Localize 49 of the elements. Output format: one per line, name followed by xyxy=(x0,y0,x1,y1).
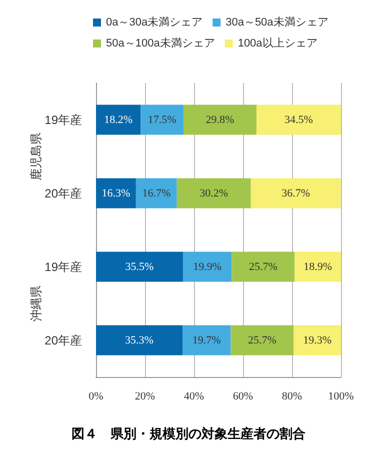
legend-label: 100a以上シェア xyxy=(238,36,318,50)
bar xyxy=(182,325,231,356)
data-label: 30.2% xyxy=(200,187,228,200)
x-tick-label: 100% xyxy=(328,390,354,402)
legend-label: 50a～100a未満シェア xyxy=(106,36,215,50)
bar xyxy=(96,325,182,356)
data-label: 18.9% xyxy=(304,260,332,273)
x-tick-label: 0% xyxy=(88,390,104,402)
bar xyxy=(232,252,295,282)
data-label: 19.3% xyxy=(303,334,332,346)
data-label: 35.3% xyxy=(125,334,154,346)
bar xyxy=(96,104,141,135)
data-label: 25.7% xyxy=(249,260,278,273)
data-label: 35.5% xyxy=(125,260,154,273)
x-tick-label: 60% xyxy=(232,390,254,402)
bar xyxy=(294,325,341,356)
bar xyxy=(294,252,341,282)
bar xyxy=(96,252,183,282)
data-label: 19.7% xyxy=(192,334,221,346)
data-label: 34.5% xyxy=(284,114,313,126)
bar xyxy=(256,104,341,135)
x-tick-label: 80% xyxy=(282,390,302,402)
bar xyxy=(250,178,341,208)
legend-label: 0a～30a未満シェア xyxy=(106,16,203,28)
bar xyxy=(176,178,251,208)
text: 図４ 県別・規模別の対象生産者の割合 xyxy=(72,426,306,441)
bar xyxy=(136,178,177,208)
data-label: 17.5% xyxy=(148,114,176,126)
data-label: 36.7% xyxy=(282,187,310,200)
data-label: 25.7% xyxy=(248,334,276,346)
data-label: 19.9% xyxy=(193,260,222,273)
x-tick-label: 20% xyxy=(134,390,156,402)
data-label: 18.2% xyxy=(104,114,133,126)
bar xyxy=(183,104,256,135)
data-label: 16.3% xyxy=(102,187,130,200)
x-tick-label: 40% xyxy=(184,390,204,402)
text: 沖縄県 xyxy=(29,286,43,322)
y-tick-label: 19年産 xyxy=(44,260,82,274)
y-tick-label: 19年産 xyxy=(44,112,82,127)
y-tick-label: 20年産 xyxy=(44,333,82,348)
bar xyxy=(96,178,136,208)
bar xyxy=(140,104,184,135)
y-tick-label: 20年産 xyxy=(44,186,82,200)
text: 鹿児島県 xyxy=(29,132,43,180)
bar xyxy=(182,252,232,282)
bar xyxy=(230,325,294,356)
data-label: 16.7% xyxy=(142,187,171,200)
legend-label: 30a～50a未満シェア xyxy=(226,16,328,28)
data-label: 29.8% xyxy=(206,114,234,126)
